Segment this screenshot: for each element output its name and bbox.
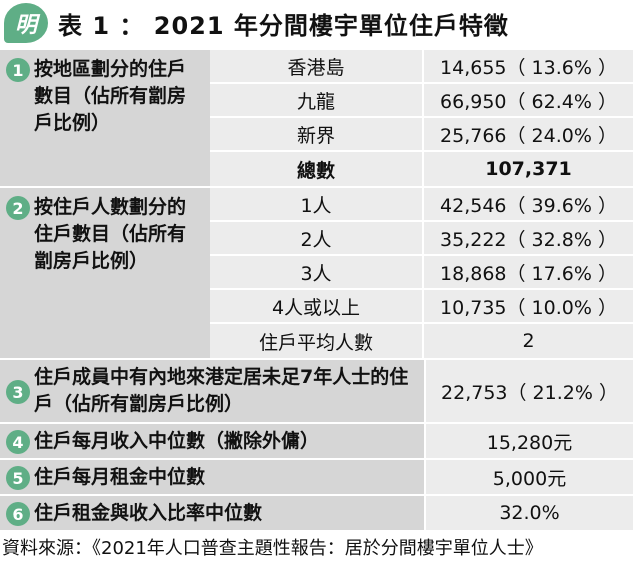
section-label-text: 按地區劃分的住戶數目（佔所有劏房戶比例）	[34, 58, 187, 134]
row-mainland-new-arrivals: 3 住戶成員中有內地來港定居未足7年人士的住戶（佔所有劏房戶比例） 22,753…	[0, 360, 633, 424]
row-value: 14,655（ 13.6% ）	[424, 50, 633, 82]
row-category: 香港島	[210, 50, 424, 82]
number-badge: 5	[6, 466, 30, 490]
row-category: 九龍	[210, 84, 424, 116]
row-category: 3人	[210, 256, 424, 288]
section-label: 2 按住戶人數劃分的住戶數目（佔所有劏房戶比例）	[0, 188, 210, 358]
wide-row-value: 15,280元	[426, 424, 633, 458]
wide-row-value: 32.0%	[426, 496, 633, 530]
wide-row-label: 4 住戶每月收入中位數（撇除外傭）	[0, 424, 426, 458]
row-category: 2人	[210, 222, 424, 254]
wide-row-label-text: 住戶成員中有內地來港定居未足7年人士的住戶（佔所有劏房戶比例）	[34, 366, 409, 415]
row-value: 42,546（ 39.6% ）	[424, 188, 633, 220]
number-badge: 6	[6, 502, 30, 526]
section-rows: 1人 42,546（ 39.6% ） 2人 35,222（ 32.8% ） 3人…	[210, 188, 633, 358]
page-title: 表 1 ： 2021 年分間樓宇單位住戶特徵	[58, 11, 509, 40]
number-badge: 3	[6, 380, 30, 404]
wide-row-value: 22,753（ 21.2% ）	[426, 360, 633, 422]
table-row-total: 總數 107,371	[210, 152, 633, 186]
section-district: 1 按地區劃分的住戶數目（佔所有劏房戶比例） 香港島 14,655（ 13.6%…	[0, 50, 633, 188]
data-table: 1 按地區劃分的住戶數目（佔所有劏房戶比例） 香港島 14,655（ 13.6%…	[0, 50, 633, 532]
table-row: 3人 18,868（ 17.6% ）	[210, 256, 633, 290]
table-row: 住戶平均人數 2	[210, 324, 633, 358]
wide-row-label-text: 住戶租金與收入比率中位數	[34, 501, 263, 524]
wide-row-label: 6 住戶租金與收入比率中位數	[0, 496, 426, 530]
source-note: 資料來源：《2021年人口普查主題性報告：居於分間樓宇單位人士》	[2, 538, 543, 559]
row-value: 66,950（ 62.4% ）	[424, 84, 633, 116]
logo-text: 明	[14, 13, 37, 38]
wide-row-label-text: 住戶每月租金中位數	[34, 465, 206, 488]
row-category: 4人或以上	[210, 290, 424, 322]
section-rows: 香港島 14,655（ 13.6% ） 九龍 66,950（ 62.4% ） 新…	[210, 50, 633, 186]
logo-icon: 明	[4, 3, 48, 43]
table-row: 新界 25,766（ 24.0% ）	[210, 118, 633, 152]
row-value: 25,766（ 24.0% ）	[424, 118, 633, 150]
row-value: 18,868（ 17.6% ）	[424, 256, 633, 288]
row-rent-income-ratio: 6 住戶租金與收入比率中位數 32.0%	[0, 496, 633, 532]
row-value: 2	[424, 324, 633, 358]
wide-row-label-text: 住戶每月收入中位數（撇除外傭）	[34, 429, 320, 452]
row-category: 總數	[210, 152, 424, 186]
row-category: 新界	[210, 118, 424, 150]
row-value: 107,371	[424, 152, 633, 186]
row-median-rent: 5 住戶每月租金中位數 5,000元	[0, 460, 633, 496]
section-label-text: 按住戶人數劃分的住戶數目（佔所有劏房戶比例）	[34, 196, 187, 272]
table-row: 九龍 66,950（ 62.4% ）	[210, 84, 633, 118]
table-row: 4人或以上 10,735（ 10.0% ）	[210, 290, 633, 324]
row-value: 10,735（ 10.0% ）	[424, 290, 633, 322]
section-household-size: 2 按住戶人數劃分的住戶數目（佔所有劏房戶比例） 1人 42,546（ 39.6…	[0, 188, 633, 360]
number-badge: 1	[6, 58, 30, 82]
wide-row-label: 5 住戶每月租金中位數	[0, 460, 426, 494]
number-badge: 2	[6, 196, 30, 220]
table-row: 1人 42,546（ 39.6% ）	[210, 188, 633, 222]
header: 明 表 1 ： 2021 年分間樓宇單位住戶特徵	[0, 0, 633, 46]
wide-row-value: 5,000元	[426, 460, 633, 494]
table-row: 2人 35,222（ 32.8% ）	[210, 222, 633, 256]
row-median-income: 4 住戶每月收入中位數（撇除外傭） 15,280元	[0, 424, 633, 460]
row-category: 住戶平均人數	[210, 324, 424, 358]
row-value: 35,222（ 32.8% ）	[424, 222, 633, 254]
number-badge: 4	[6, 430, 30, 454]
wide-row-label: 3 住戶成員中有內地來港定居未足7年人士的住戶（佔所有劏房戶比例）	[0, 360, 426, 422]
section-label: 1 按地區劃分的住戶數目（佔所有劏房戶比例）	[0, 50, 210, 186]
table-row: 香港島 14,655（ 13.6% ）	[210, 50, 633, 84]
row-category: 1人	[210, 188, 424, 220]
